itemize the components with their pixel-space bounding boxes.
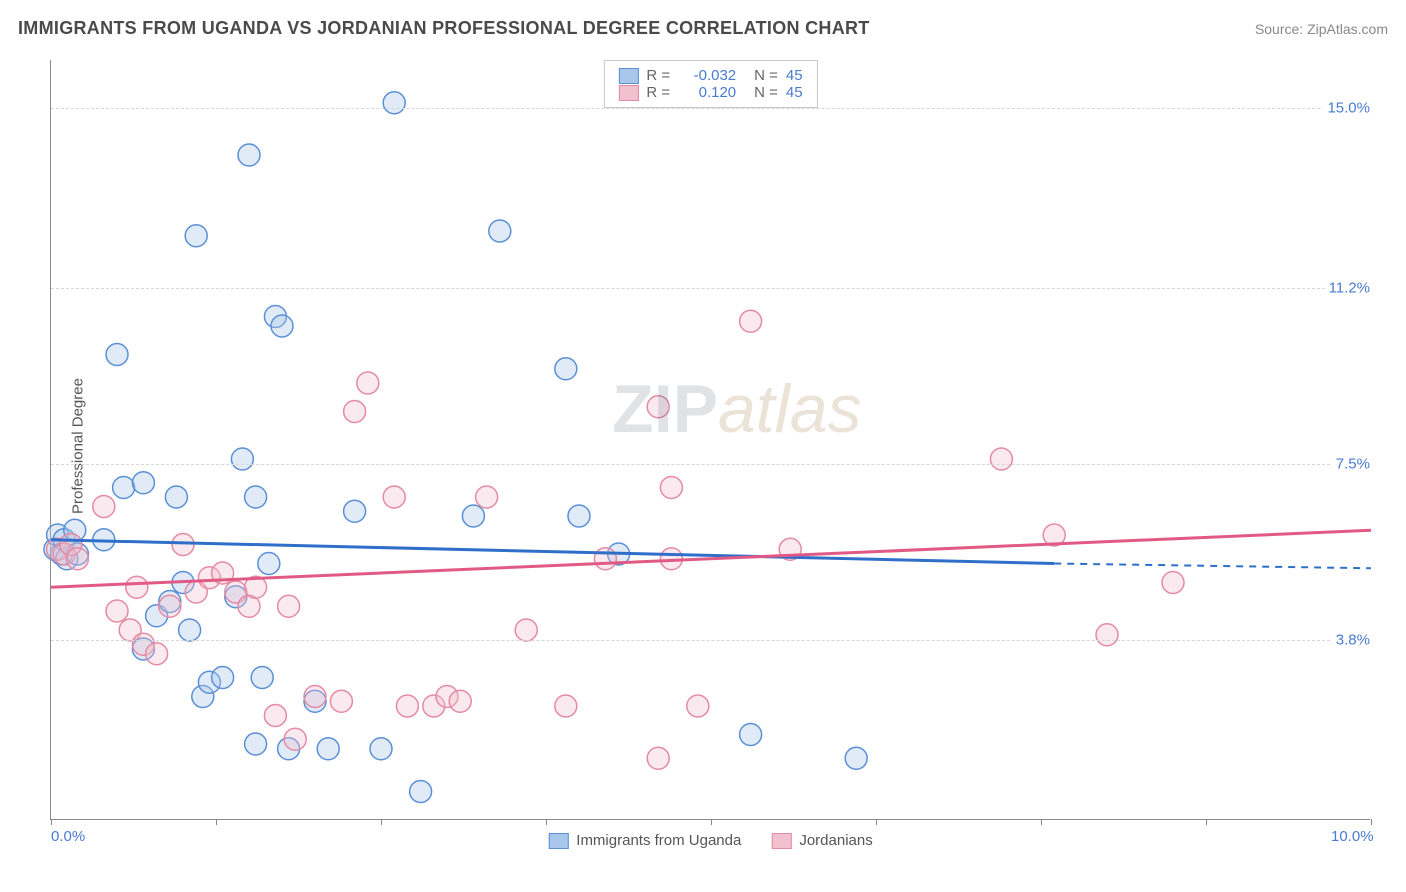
data-point xyxy=(212,667,234,689)
data-point xyxy=(106,344,128,366)
data-point xyxy=(555,695,577,717)
legend-row-jordanian: R = 0.120 N = 45 xyxy=(618,84,802,101)
source-attribution: Source: ZipAtlas.com xyxy=(1255,21,1388,37)
data-point xyxy=(410,781,432,803)
data-point xyxy=(1096,624,1118,646)
xtick-label: 0.0% xyxy=(51,828,85,845)
data-point xyxy=(146,643,168,665)
xtick-label: 10.0% xyxy=(1331,828,1374,845)
data-point xyxy=(106,600,128,622)
data-point xyxy=(93,496,115,518)
data-point xyxy=(594,548,616,570)
data-point xyxy=(489,220,511,242)
swatch-jordanian-icon xyxy=(771,833,791,849)
data-point xyxy=(245,486,267,508)
data-point xyxy=(357,372,379,394)
data-point xyxy=(330,690,352,712)
data-point xyxy=(462,505,484,527)
ytick-label: 15.0% xyxy=(1323,99,1374,116)
data-point xyxy=(515,619,537,641)
xtick-mark xyxy=(546,819,547,825)
data-point xyxy=(647,747,669,769)
n-value-uganda: 45 xyxy=(786,67,803,84)
data-point xyxy=(383,486,405,508)
xtick-mark xyxy=(216,819,217,825)
regression-line-extrapolated xyxy=(1054,564,1371,569)
ytick-label: 3.8% xyxy=(1332,631,1374,648)
xtick-mark xyxy=(1206,819,1207,825)
data-point xyxy=(251,667,273,689)
data-point xyxy=(449,690,471,712)
legend-item-uganda: Immigrants from Uganda xyxy=(548,832,741,849)
data-point xyxy=(126,576,148,598)
data-point xyxy=(113,477,135,499)
data-point xyxy=(264,705,286,727)
chart-svg xyxy=(51,60,1370,819)
legend-item-jordanian: Jordanians xyxy=(771,832,872,849)
data-point xyxy=(990,448,1012,470)
correlation-legend: R = -0.032 N = 45 R = 0.120 N = 45 xyxy=(603,60,817,108)
swatch-uganda xyxy=(618,68,638,84)
plot-area: ZIPatlas R = -0.032 N = 45 R = 0.120 N =… xyxy=(50,60,1370,820)
gridline xyxy=(51,288,1370,289)
data-point xyxy=(344,401,366,423)
data-point xyxy=(383,92,405,114)
data-point xyxy=(845,747,867,769)
data-point xyxy=(258,553,280,575)
legend-label-uganda: Immigrants from Uganda xyxy=(576,832,741,849)
data-point xyxy=(1162,572,1184,594)
source-name: ZipAtlas.com xyxy=(1307,21,1388,37)
n-value-jordanian: 45 xyxy=(786,84,803,101)
data-point xyxy=(740,310,762,332)
data-point xyxy=(660,477,682,499)
data-point xyxy=(476,486,498,508)
data-point xyxy=(370,738,392,760)
gridline xyxy=(51,640,1370,641)
data-point xyxy=(231,448,253,470)
data-point xyxy=(396,695,418,717)
data-point xyxy=(185,225,207,247)
data-point xyxy=(245,733,267,755)
data-point xyxy=(568,505,590,527)
data-point xyxy=(740,724,762,746)
ytick-label: 7.5% xyxy=(1332,455,1374,472)
xtick-mark xyxy=(876,819,877,825)
chart-title: IMMIGRANTS FROM UGANDA VS JORDANIAN PROF… xyxy=(18,18,870,39)
data-point xyxy=(647,396,669,418)
data-point xyxy=(317,738,339,760)
data-point xyxy=(132,472,154,494)
xtick-mark xyxy=(711,819,712,825)
data-point xyxy=(271,315,293,337)
data-point xyxy=(555,358,577,380)
data-point xyxy=(238,144,260,166)
swatch-jordanian xyxy=(618,85,638,101)
r-value-uganda: -0.032 xyxy=(678,67,736,84)
xtick-mark xyxy=(51,819,52,825)
data-point xyxy=(284,728,306,750)
xtick-mark xyxy=(381,819,382,825)
data-point xyxy=(159,595,181,617)
source-prefix: Source: xyxy=(1255,21,1307,37)
data-point xyxy=(165,486,187,508)
data-point xyxy=(304,686,326,708)
data-point xyxy=(278,595,300,617)
series-legend: Immigrants from Uganda Jordanians xyxy=(548,832,872,849)
legend-label-jordanian: Jordanians xyxy=(799,832,872,849)
data-point xyxy=(687,695,709,717)
data-point xyxy=(344,500,366,522)
r-value-jordanian: 0.120 xyxy=(678,84,736,101)
gridline xyxy=(51,464,1370,465)
header: IMMIGRANTS FROM UGANDA VS JORDANIAN PROF… xyxy=(18,18,1388,39)
data-point xyxy=(179,619,201,641)
xtick-mark xyxy=(1041,819,1042,825)
ytick-label: 11.2% xyxy=(1325,280,1374,297)
swatch-uganda-icon xyxy=(548,833,568,849)
legend-row-uganda: R = -0.032 N = 45 xyxy=(618,67,802,84)
xtick-mark xyxy=(1371,819,1372,825)
data-point xyxy=(66,548,88,570)
